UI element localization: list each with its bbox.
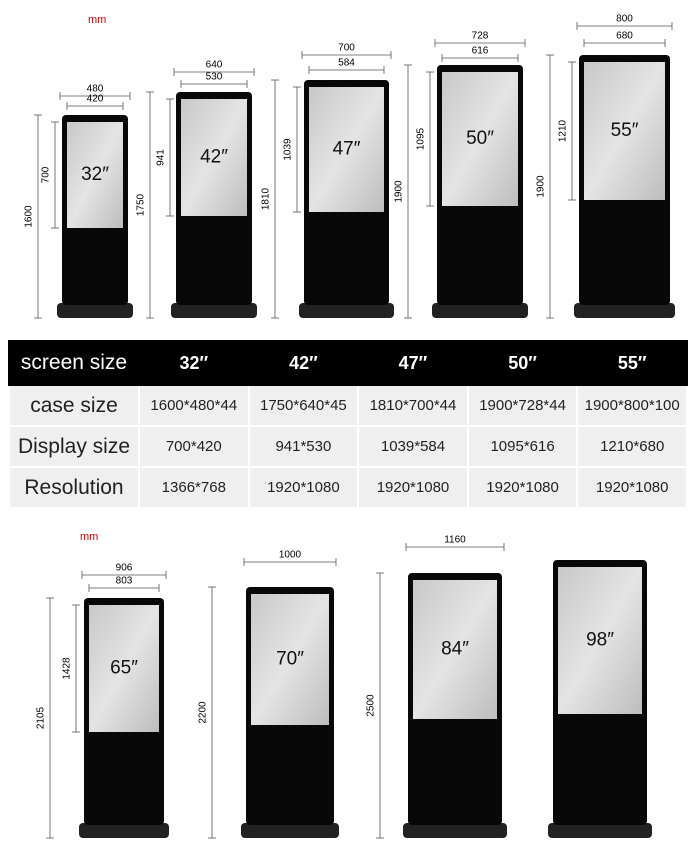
screen-size-label: 50″ — [466, 128, 494, 149]
spec-table: screen size 32″ 42″ 47″ 50″ 55″ case size 1600*… — [8, 340, 688, 509]
table-cell: 55″ — [576, 340, 688, 386]
dimension-label: 1210 — [558, 119, 569, 142]
kiosk-screen — [413, 580, 497, 719]
dimension-label: 616 — [472, 46, 489, 57]
dimension-label: 2105 — [36, 706, 47, 729]
dimension-label: 2500 — [366, 694, 377, 717]
kiosk-base — [299, 303, 394, 318]
table-row: Resolution 1366*768 1920*1080 1920*1080 1920… — [8, 466, 688, 509]
dimension-label: 728 — [472, 31, 489, 42]
table-cell: 1810*700*44 — [357, 384, 469, 427]
screen-size-label: 98″ — [586, 630, 614, 651]
kiosk-base — [79, 823, 169, 838]
table-cell: 1920*1080 — [357, 466, 469, 509]
table-cell: 1920*1080 — [247, 466, 360, 509]
dimension-label: 941 — [156, 149, 167, 166]
dimension-label: 1900 — [536, 175, 547, 198]
kiosk-screen — [442, 72, 518, 206]
dimension-label: 1810 — [261, 187, 272, 210]
row-header: Resolution — [8, 466, 140, 509]
kiosk-screen — [251, 594, 329, 725]
table-cell: 1900*800*100 — [576, 384, 688, 427]
dimension-label: 530 — [206, 72, 223, 83]
table-cell: 50″ — [466, 340, 579, 386]
table-cell: 1900*728*44 — [466, 384, 579, 427]
table-cell: 1750*640*45 — [247, 384, 360, 427]
table-cell: 1366*768 — [138, 466, 250, 509]
kiosk-base — [171, 303, 257, 318]
dimension-label: 1600 — [24, 205, 35, 228]
row-header: Display size — [8, 425, 140, 468]
dimension-label: 1750 — [136, 193, 147, 216]
table-cell: 42″ — [247, 340, 360, 386]
dimension-label: 803 — [116, 576, 133, 587]
kiosk-screen — [89, 605, 159, 732]
table-cell: 700*420 — [138, 425, 250, 468]
unit-label: mm — [88, 14, 106, 26]
dimension-label: 640 — [206, 60, 223, 71]
table-cell: 1095*616 — [466, 425, 579, 468]
dimension-label: 1900 — [394, 180, 405, 203]
dimension-label: 800 — [616, 14, 633, 25]
dimension-label: 906 — [116, 563, 133, 574]
screen-size-label: 47″ — [333, 139, 361, 160]
dimension-label: 700 — [41, 166, 52, 183]
screen-size-label: 84″ — [441, 639, 469, 660]
table-cell: 1920*1080 — [576, 466, 688, 509]
kiosk-screen — [67, 122, 123, 228]
screen-size-label: 42″ — [200, 147, 228, 168]
dimension-label: 1000 — [279, 550, 302, 561]
dimension-label: 420 — [87, 94, 104, 105]
table-cell: 941*530 — [247, 425, 360, 468]
kiosk-screen — [558, 567, 642, 714]
screen-size-label: 55″ — [611, 120, 639, 141]
table-cell: 32″ — [138, 340, 250, 386]
dimension-label: 1428 — [62, 657, 73, 680]
kiosk-base — [548, 823, 652, 838]
kiosk-screen — [181, 99, 247, 216]
dimension-label: 584 — [338, 58, 355, 69]
kiosk-base — [574, 303, 675, 318]
row-header: case size — [8, 384, 140, 427]
kiosk-base — [57, 303, 133, 318]
dimension-label: 1039 — [283, 138, 294, 161]
kiosk-screen — [584, 62, 665, 200]
kiosk-base — [241, 823, 339, 838]
screen-size-label: 65″ — [110, 658, 138, 679]
table-cell: 47″ — [357, 340, 469, 386]
unit-label: mm — [80, 531, 98, 543]
kiosk-screen — [309, 87, 384, 212]
row-header: screen size — [8, 340, 140, 386]
table-row: case size 1600*480*44 1750*640*45 1810*700*… — [8, 384, 688, 427]
table-cell: 1920*1080 — [466, 466, 579, 509]
kiosk-base — [432, 303, 528, 318]
table-cell: 1600*480*44 — [138, 384, 250, 427]
dimension-label: 2200 — [198, 701, 209, 724]
table-row: screen size 32″ 42″ 47″ 50″ 55″ — [8, 340, 688, 386]
kiosk-base — [403, 823, 507, 838]
table-cell: 1039*584 — [357, 425, 469, 468]
dimension-label: 480 — [87, 84, 104, 95]
screen-size-label: 32″ — [81, 164, 109, 185]
dimension-label: 1160 — [444, 535, 466, 546]
table-cell: 1210*680 — [576, 425, 688, 468]
dimension-label: 700 — [338, 43, 355, 54]
table-row: Display size 700*420 941*530 1039*584 1095*6… — [8, 425, 688, 468]
screen-size-label: 70″ — [276, 649, 304, 670]
dimension-label: 1095 — [416, 127, 427, 150]
dimension-label: 680 — [616, 31, 633, 42]
